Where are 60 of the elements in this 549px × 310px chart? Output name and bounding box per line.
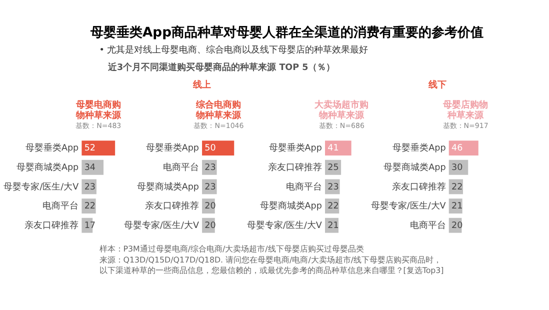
y-tick-label: 电商平台 xyxy=(410,220,446,231)
y-tick-label: 母婴垂类App xyxy=(25,142,80,154)
data-label: 23 xyxy=(84,182,96,192)
bar xyxy=(325,140,352,156)
y-tick-label: 母婴商城类App xyxy=(384,162,446,174)
data-label: 41 xyxy=(328,144,339,154)
data-label: 23 xyxy=(204,182,216,192)
data-label: 34 xyxy=(84,163,96,174)
data-label: 22 xyxy=(84,202,96,212)
chart-subtitle: 基数：N=483 xyxy=(76,120,122,130)
text: 线下 xyxy=(427,79,446,90)
y-tick-label: 母婴专家/医生/大V xyxy=(247,220,322,231)
text: 以下渠道种草的一些商品信息，您最信赖的，或最优先参考的商品种草信息来自哪里？[复选Top3] xyxy=(99,266,444,275)
y-tick-label: 母婴商城类App xyxy=(136,181,200,192)
data-label: 20 xyxy=(204,220,216,231)
chart-title: 大卖场超市购物种草来源 xyxy=(314,100,369,122)
data-label: 30 xyxy=(452,163,463,174)
y-tick-label: 亲友口碑推荐 xyxy=(268,162,322,174)
text: 样本：P3M通过母婴电商/综合电商/大卖场超市/线下母婴店购买过母婴品类 xyxy=(99,244,364,254)
data-label: 52 xyxy=(84,144,96,154)
text: • 尤其是对线上母婴电商、综合电商以及线下母婴店的种草效果最好 xyxy=(99,44,368,56)
data-label: 22 xyxy=(328,202,339,212)
data-label: 50 xyxy=(204,144,216,154)
bar xyxy=(448,140,478,156)
y-tick-label: 母婴商城类App xyxy=(260,200,322,212)
y-tick-label: 亲友口碑推荐 xyxy=(24,220,79,231)
data-label: 46 xyxy=(452,144,464,154)
chart-title: 母婴店购物种草来源 xyxy=(442,100,488,122)
chart-subtitle: 基数：N=1046 xyxy=(194,120,244,130)
bar xyxy=(82,160,104,175)
data-label: 20 xyxy=(204,202,216,212)
text: 线上 xyxy=(192,79,212,90)
chart-title: 母婴电商购物种草来源 xyxy=(74,100,122,122)
data-label: 21 xyxy=(328,220,339,231)
bar xyxy=(82,140,116,156)
data-label: 17 xyxy=(84,220,96,231)
data-label: 20 xyxy=(452,220,463,231)
y-tick-label: 母婴商城类App xyxy=(16,162,80,174)
y-tick-label: 电商平台 xyxy=(162,162,199,174)
data-label: 25 xyxy=(328,163,339,174)
chart-subtitle: 基数：N=917 xyxy=(442,120,488,130)
chart-subtitle: 基数：N=686 xyxy=(318,120,365,130)
data-label: 22 xyxy=(452,182,463,192)
data-label: 21 xyxy=(452,202,463,212)
y-tick-label: 亲友口碑推荐 xyxy=(144,200,199,212)
data-label: 23 xyxy=(204,163,216,174)
y-tick-label: 母婴专家/医生/大V xyxy=(370,200,446,212)
chart-title: 综合电商购物种草来源 xyxy=(195,100,242,122)
y-tick-label: 电商平台 xyxy=(42,200,79,212)
y-tick-label: 母婴垂类App xyxy=(268,142,322,154)
y-tick-label: 亲友口碑推荐 xyxy=(392,181,446,192)
y-tick-label: 母婴专家/医生/大V xyxy=(4,181,79,192)
text: 母婴垂类App商品种草对母婴人群在全渠道的消费有重要的参考价值 xyxy=(89,24,484,41)
y-tick-label: 电商平台 xyxy=(286,181,322,192)
data-label: 23 xyxy=(328,182,339,192)
y-tick-label: 母婴垂类App xyxy=(392,142,446,154)
text: 近3个月不同渠道购买母婴商品的种草来源 TOP 5（％） xyxy=(107,62,336,73)
y-tick-label: 母婴垂类App xyxy=(146,142,200,154)
y-tick-label: 母婴专家/医生/大V xyxy=(124,220,199,231)
source-note: 来源：Q13D/Q15D/Q17D/Q18D. 请问您在母婴电商/电商/大卖场超市/线下母婴店购买商品时， xyxy=(99,255,442,264)
